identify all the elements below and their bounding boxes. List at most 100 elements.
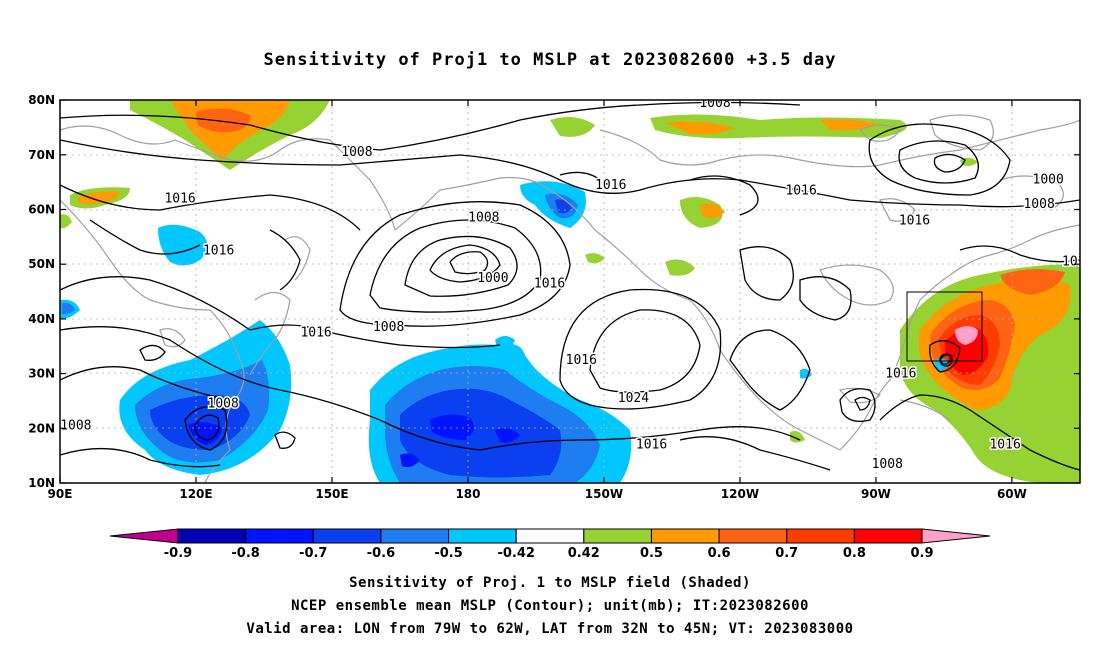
contour-label: 1016 xyxy=(566,353,597,368)
colorbar-swatch xyxy=(786,528,855,544)
colorbar-swatch xyxy=(312,528,382,544)
contour-label: 1024 xyxy=(618,391,649,406)
negative-region xyxy=(495,336,515,351)
colorbar-label: -0.9 xyxy=(164,546,192,561)
contour-label: 1008 xyxy=(1023,197,1054,212)
lon-label: 120W xyxy=(721,487,759,501)
contour-label: 1016 xyxy=(595,178,626,193)
colorbar-label: 0.7 xyxy=(775,546,798,561)
colorbar xyxy=(109,528,991,544)
contour-label: 1016 xyxy=(785,183,816,198)
negative-region xyxy=(158,224,208,266)
caption-contour: NCEP ensemble mean MSLP (Contour); unit(… xyxy=(291,598,809,614)
sensitivity-shading xyxy=(60,100,1080,483)
lon-label: 90W xyxy=(861,487,891,501)
lat-label: 80N xyxy=(28,93,55,107)
colorbar-label: -0.6 xyxy=(367,546,395,561)
contour-label: 1016 xyxy=(534,276,565,291)
contour-label: 1016 xyxy=(164,192,195,207)
latitude-labels: 80N 70N 60N 50N 40N 30N 20N 10N xyxy=(28,93,55,490)
lat-label: 50N xyxy=(28,257,55,271)
colorbar-swatch xyxy=(718,528,788,544)
colorbar-swatch xyxy=(380,528,450,544)
negative-region xyxy=(400,453,420,468)
colorbar-label: 0.8 xyxy=(843,546,866,561)
contour-label: 1016 xyxy=(636,438,667,453)
lat-label: 60N xyxy=(28,203,55,217)
colorbar-swatch xyxy=(921,528,991,544)
positive-region xyxy=(665,259,695,276)
contour-label: 1016 xyxy=(300,326,331,341)
colorbar-label: -0.5 xyxy=(434,546,462,561)
colorbar-swatch xyxy=(583,528,652,544)
colorbar-swatch xyxy=(109,528,179,544)
positive-region xyxy=(1000,269,1065,295)
contour-labels: 1008 1008 1016 1016 1016 1016 1000 1008 1016 1008… xyxy=(60,96,1093,473)
coastlines xyxy=(60,114,1080,483)
contour-label: 1008 xyxy=(60,419,91,434)
positive-region xyxy=(550,116,595,137)
lat-label: 40N xyxy=(28,312,55,326)
page-title: Sensitivity of Proj1 to MSLP at 20230826… xyxy=(263,50,837,70)
negative-region xyxy=(400,388,562,478)
lon-label: 150E xyxy=(315,487,348,501)
contour-label: 1008 xyxy=(699,96,730,111)
colorbar-swatch xyxy=(515,528,585,544)
colorbar-label: 0.5 xyxy=(640,546,663,561)
valid-area-box xyxy=(906,291,983,362)
positive-region xyxy=(665,121,735,135)
positive-region xyxy=(790,431,805,443)
positive-region xyxy=(195,108,251,133)
contour-label: 1016 xyxy=(885,367,916,382)
positive-region xyxy=(955,326,978,345)
colorbar-swatch xyxy=(177,528,247,544)
contour-label: 1016 xyxy=(899,213,930,228)
negative-region xyxy=(62,302,75,315)
contour-label: 1008 xyxy=(208,397,239,412)
contour-label: 1000 xyxy=(1033,172,1064,187)
positive-region xyxy=(78,191,120,205)
contour-label: 1000 xyxy=(477,271,508,286)
contour-label: 1008 xyxy=(468,211,499,226)
contour-label: 1016 xyxy=(989,438,1020,453)
lat-label: 30N xyxy=(28,367,55,381)
negative-region xyxy=(495,428,520,443)
caption-shaded: Sensitivity of Proj. 1 to MSLP field (Sh… xyxy=(349,575,751,591)
lon-label: 120E xyxy=(179,487,212,501)
colorbar-swatch xyxy=(448,528,517,544)
colorbar-swatch xyxy=(853,528,923,544)
axis-ticks xyxy=(59,99,1080,484)
lat-label: 70N xyxy=(28,148,55,162)
colorbar-label: 0.9 xyxy=(910,546,933,561)
colorbar-swatch xyxy=(650,528,720,544)
negative-region xyxy=(188,422,222,445)
negative-region xyxy=(430,414,474,440)
colorbar-labels: -0.9 -0.8 -0.7 -0.6 -0.5 -0.42 0.42 0.5 0.6 0.7 0.… xyxy=(164,546,934,561)
positive-region xyxy=(585,253,605,264)
colorbar-label: -0.7 xyxy=(299,546,327,561)
positive-region xyxy=(700,203,725,219)
contour-label: 1016 xyxy=(1062,254,1093,269)
colorbar-label: -0.42 xyxy=(497,546,534,561)
colorbar-label: -0.8 xyxy=(231,546,259,561)
contour-label: 1008 xyxy=(341,145,372,160)
lat-label: 10N xyxy=(28,476,55,490)
lon-label: 180 xyxy=(455,487,480,501)
lat-label: 20N xyxy=(28,421,55,435)
contour-label: 1008 xyxy=(872,457,903,472)
colorbar-swatch xyxy=(245,528,314,544)
low-center-marker xyxy=(939,353,953,367)
lon-label: 90E xyxy=(48,487,73,501)
lon-label: 150W xyxy=(585,487,623,501)
contour-label: 1016 xyxy=(203,244,234,259)
caption-valid-area: Valid area: LON from 79W to 62W, LAT fro… xyxy=(246,621,854,637)
mslp-contours xyxy=(60,101,1080,471)
colorbar-label: 0.6 xyxy=(708,546,731,561)
contour-label: 1008 xyxy=(373,320,404,335)
lon-label: 60W xyxy=(997,487,1027,501)
map-frame xyxy=(59,99,1081,484)
colorbar-label: 0.42 xyxy=(568,546,600,561)
longitude-labels: 90E 120E 150E 180 150W 120W 90W 60W xyxy=(48,487,1027,501)
positive-region xyxy=(60,214,72,229)
